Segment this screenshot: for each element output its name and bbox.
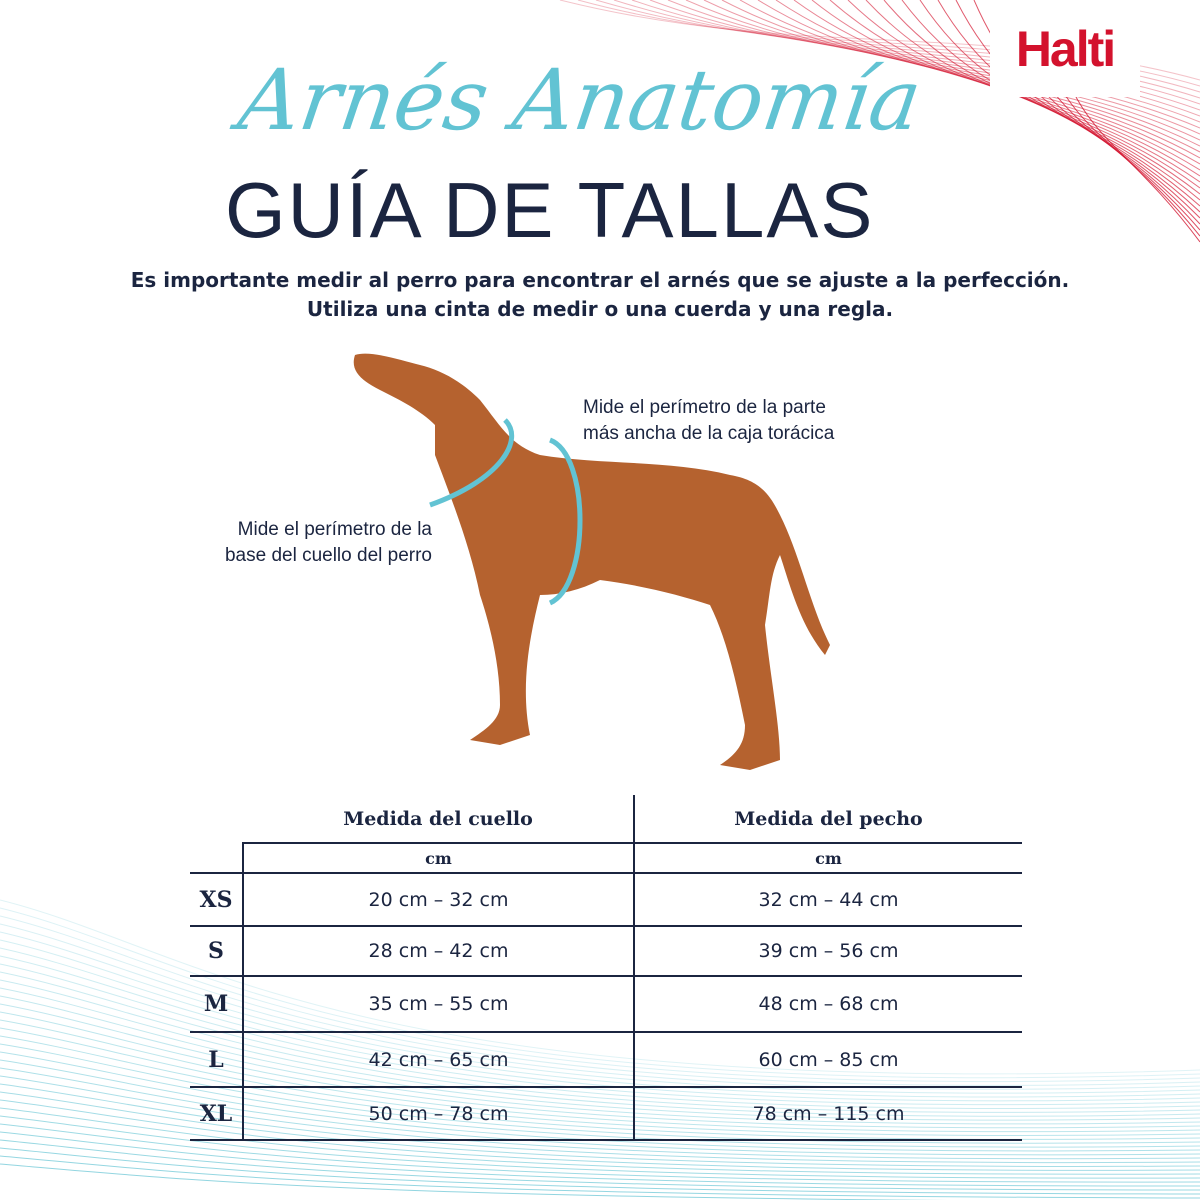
wave-line xyxy=(0,1099,1200,1171)
size-label: L xyxy=(190,1032,243,1088)
neck-unit: cm xyxy=(242,842,634,874)
intro-text: Es importante medir al perro para encont… xyxy=(130,268,1070,321)
chest-value: 39 cm – 56 cm xyxy=(633,926,1022,977)
table-row: XL 50 cm – 78 cm 78 cm – 115 cm xyxy=(190,1087,1022,1141)
chest-value: 32 cm – 44 cm xyxy=(633,873,1022,927)
chest-note: Mide el perímetro de la parte más ancha … xyxy=(583,397,835,444)
neck-value: 28 cm – 42 cm xyxy=(242,926,634,977)
decorative-waves-red xyxy=(559,0,1200,243)
table-row: M 35 cm – 55 cm 48 cm – 68 cm xyxy=(190,976,1022,1033)
wave-line xyxy=(0,1147,1200,1195)
dog-silhouette xyxy=(353,353,830,770)
wave-line xyxy=(757,0,1200,147)
size-label: XS xyxy=(190,873,243,927)
size-table: Medida del cuello Medida del pecho cm cm… xyxy=(190,795,1022,1141)
table-row: XS 20 cm – 32 cm 32 cm – 44 cm xyxy=(190,873,1022,927)
script-title: Arnés Anatomía xyxy=(233,51,927,149)
wave-line xyxy=(919,0,1200,201)
chest-unit: cm xyxy=(633,842,1022,874)
size-label: XL xyxy=(190,1087,243,1141)
size-label: S xyxy=(190,926,243,977)
wave-line xyxy=(0,1107,1200,1175)
neck-measure-arrow xyxy=(429,418,515,508)
chest-measure-arrow xyxy=(548,437,583,606)
neck-value: 42 cm – 65 cm xyxy=(242,1032,634,1088)
neck-header: Medida del cuello xyxy=(343,807,533,830)
neck-value: 20 cm – 32 cm xyxy=(242,873,634,927)
wave-line xyxy=(0,1131,1200,1187)
chest-value: 78 cm – 115 cm xyxy=(633,1087,1022,1141)
wave-line xyxy=(0,1155,1200,1199)
size-label: M xyxy=(190,976,243,1033)
neck-note: Mide el perímetro de la base del cuello … xyxy=(224,519,432,566)
chest-value: 48 cm – 68 cm xyxy=(633,976,1022,1033)
wave-line xyxy=(775,0,1200,153)
wave-line xyxy=(901,0,1200,195)
table-row: L 42 cm – 65 cm 60 cm – 85 cm xyxy=(190,1032,1022,1088)
wave-line xyxy=(955,0,1200,213)
wave-line xyxy=(0,1115,1200,1179)
wave-line xyxy=(0,1139,1200,1191)
chest-value: 60 cm – 85 cm xyxy=(633,1032,1022,1088)
neck-value: 50 cm – 78 cm xyxy=(242,1087,634,1141)
halti-logo: Halti xyxy=(990,0,1140,97)
table-row: S 28 cm – 42 cm 39 cm – 56 cm xyxy=(190,926,1022,977)
wave-line xyxy=(703,0,1200,129)
dog-image xyxy=(353,353,830,770)
neck-value: 35 cm – 55 cm xyxy=(242,976,634,1033)
page-title: GUÍA DE TALLAS xyxy=(225,166,875,254)
wave-line xyxy=(739,0,1200,141)
wave-line xyxy=(937,0,1200,207)
chest-header: Medida del pecho xyxy=(633,795,1022,843)
wave-line xyxy=(793,0,1200,159)
wave-line xyxy=(0,1123,1200,1183)
wave-line xyxy=(0,1091,1200,1167)
